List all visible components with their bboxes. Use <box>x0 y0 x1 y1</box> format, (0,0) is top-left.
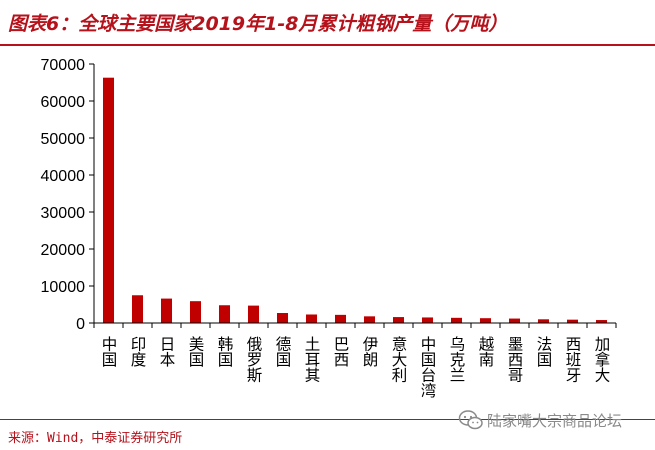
x-tick-label: 意大利 <box>390 335 408 383</box>
bar-11 <box>392 317 405 323</box>
y-tick-label: 20000 <box>41 242 86 259</box>
bar-6 <box>247 305 260 323</box>
y-tick-label: 10000 <box>41 279 86 296</box>
bar-18 <box>595 320 608 323</box>
x-tick-label: 印度 <box>129 336 147 368</box>
x-tick-label: 美国 <box>187 336 205 368</box>
bar-4 <box>189 301 202 323</box>
y-tick-label: 70000 <box>41 57 86 74</box>
x-axis: 中国 印度 日本 美国 韩国 俄罗斯 德国 土耳其 巴西 伊朗 意大利 中国台湾 乌克兰 越南 墨西哥 法国西… <box>93 322 617 399</box>
x-tick-label: 土耳其 <box>303 336 321 383</box>
x-tick-label: 伊朗 <box>361 336 379 369</box>
bar-2 <box>131 295 144 323</box>
x-tick-label: 巴西 <box>332 336 350 367</box>
x-tick-label: 越南 <box>477 336 495 368</box>
y-tick-label: 40000 <box>41 168 86 185</box>
bar-10 <box>363 316 376 323</box>
title-divider <box>0 44 655 46</box>
y-axis: 0 10000 20000 30000 40000 50000 60000 70000 <box>41 57 95 333</box>
source-note: 来源：Wind，中泰证券研究所 <box>8 431 183 446</box>
x-tick-label: 加拿大 <box>593 336 611 383</box>
x-tick-label: 法国 <box>535 336 553 368</box>
x-tick-label: 乌克兰 <box>448 336 466 383</box>
chart-title: 图表6：全球主要国家2019年1-8月累计粗钢产量（万吨） <box>8 13 508 35</box>
y-tick-label: 60000 <box>41 94 86 111</box>
y-tick-label: 50000 <box>41 131 86 148</box>
x-tick-label: 韩国 <box>216 336 234 368</box>
y-tick-label: 0 <box>76 316 85 333</box>
bar-7 <box>276 313 289 323</box>
bar-5 <box>218 305 231 323</box>
bar-12 <box>421 317 434 323</box>
wechat-icon <box>458 410 483 430</box>
bar-14 <box>479 318 492 323</box>
x-tick-label: 中国台湾 <box>419 336 437 399</box>
bar-16 <box>537 319 550 323</box>
x-tick-label: 日本 <box>158 336 176 367</box>
x-tick-label: 中国 <box>100 336 118 368</box>
bar-1 <box>102 77 115 323</box>
bar-8 <box>305 314 318 323</box>
bar-3 <box>160 298 173 323</box>
y-tick-label: 30000 <box>41 205 86 222</box>
bar-17 <box>566 319 579 323</box>
bar-9 <box>334 314 347 323</box>
x-tick-label: 俄罗斯 <box>245 336 263 384</box>
x-tick-label: 德国 <box>274 336 292 368</box>
watermark: 陆家嘴大宗商品论坛 <box>458 409 622 431</box>
bar-15 <box>508 318 521 323</box>
bar-chart: 0 10000 20000 30000 40000 50000 60000 70000 中国印… <box>41 57 617 399</box>
x-tick-label: 西班牙 <box>564 336 582 384</box>
bar-13 <box>450 317 463 323</box>
bar-series <box>102 77 608 323</box>
watermark-text: 陆家嘴大宗商品论坛 <box>487 411 623 430</box>
footer-divider <box>0 419 655 420</box>
x-tick-label: 墨西哥 <box>506 336 524 383</box>
